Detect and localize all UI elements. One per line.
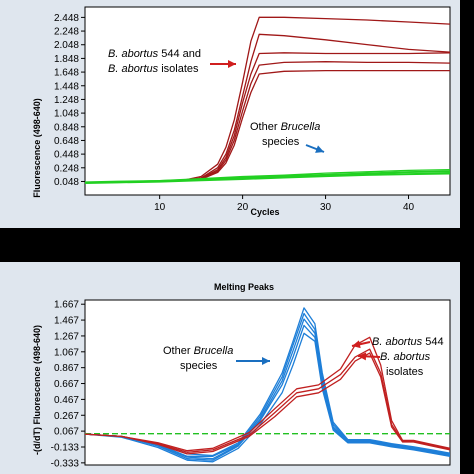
top-y-tick-label: 1.848 [54,54,79,65]
bottom-y-tick-label: 1.267 [54,331,79,342]
top-x-tick-label: 30 [320,202,332,213]
bottom-plot-area [84,299,451,466]
top-x-tick-label: 40 [403,202,415,213]
bottom-chart-title: Melting Peaks [214,282,274,292]
top-y-tick-label: 2.448 [54,13,79,24]
top-annotation-red-line2: B. abortus isolates [108,63,199,75]
top-y-tick-label: 0.648 [54,136,79,147]
top-y-tick-label: 2.048 [54,40,79,51]
bottom-y-tick-label: -0.333 [51,458,80,469]
top-y-axis-label: Fluorescence (498-640) [32,98,42,198]
bottom-series-line-1 [85,312,450,457]
top-y-tick-label: 0.248 [54,163,79,174]
top-annotation-blue-line2: species [262,136,300,148]
top-y-tick-label: 1.248 [54,95,79,106]
top-blue-arrow-head [315,145,324,153]
bottom-series-line-6 [85,336,450,452]
top-y-tick-label: 0.848 [54,122,79,133]
bottom-annotation-redisolates-line1: B. abortus [380,351,431,363]
bottom-series-line-2 [85,324,450,461]
top-y-tick-label: 1.048 [54,109,79,120]
top-annotation-blue-line1: Other Brucella [250,121,320,133]
top-x-axis-label: Cycles [250,207,279,217]
bottom-redisolates-arrow-head [358,352,367,361]
top-plot-area [84,6,451,196]
top-y-tick-label: 2.248 [54,27,79,38]
top-series-group [85,16,450,185]
bottom-annotation-redisolates-line2: isolates [386,366,424,378]
amplification-chart: 0.048 0.248 0.448 0.648 0.848 1.048 1.248 1.448… [32,6,451,217]
bottom-series-group [85,307,450,463]
top-series-line-9 [85,173,450,185]
top-y-tick-label: 0.448 [54,150,79,161]
bottom-series-line-7 [85,348,450,453]
top-red-arrow-head [228,60,236,68]
top-y-tick-label: 1.648 [54,68,79,79]
top-y-tick-label: 1.448 [54,81,79,92]
bottom-red544-arrow-head [352,340,361,349]
bottom-y-tick-label: 1.667 [54,300,79,311]
top-y-tick-label: 0.048 [54,177,79,188]
bottom-y-tick-label: 0.267 [54,411,79,422]
bottom-series-line-5 [85,318,450,460]
bottom-series-line-8 [85,352,450,455]
bottom-y-tick-label: 1.467 [54,316,79,327]
top-x-tick-label: 20 [237,202,249,213]
top-x-tick-label: 10 [154,202,166,213]
top-series-line-7 [85,169,450,183]
bottom-annotation-blue-line1: Other Brucella [163,345,233,357]
bottom-y-axis-label: -(d/dT) Fluorescence (498-640) [32,325,42,455]
bottom-annotation-red544: B. abortus 544 [372,336,444,348]
bottom-y-tick-label: 0.467 [54,395,79,406]
bottom-series-line-3 [85,332,450,463]
top-series-line-8 [85,171,450,184]
bottom-y-tick-label: 0.667 [54,379,79,390]
top-annotation-red-line1: B. abortus 544 and [108,48,201,60]
bottom-y-tick-label: 0.067 [54,427,79,438]
bottom-y-tick-label: 0.867 [54,363,79,374]
bottom-y-tick-label: -0.133 [51,442,80,453]
bottom-annotation-blue-line2: species [180,360,218,372]
bottom-blue-arrow-head [262,357,270,365]
bottom-y-tick-label: 1.067 [54,347,79,358]
